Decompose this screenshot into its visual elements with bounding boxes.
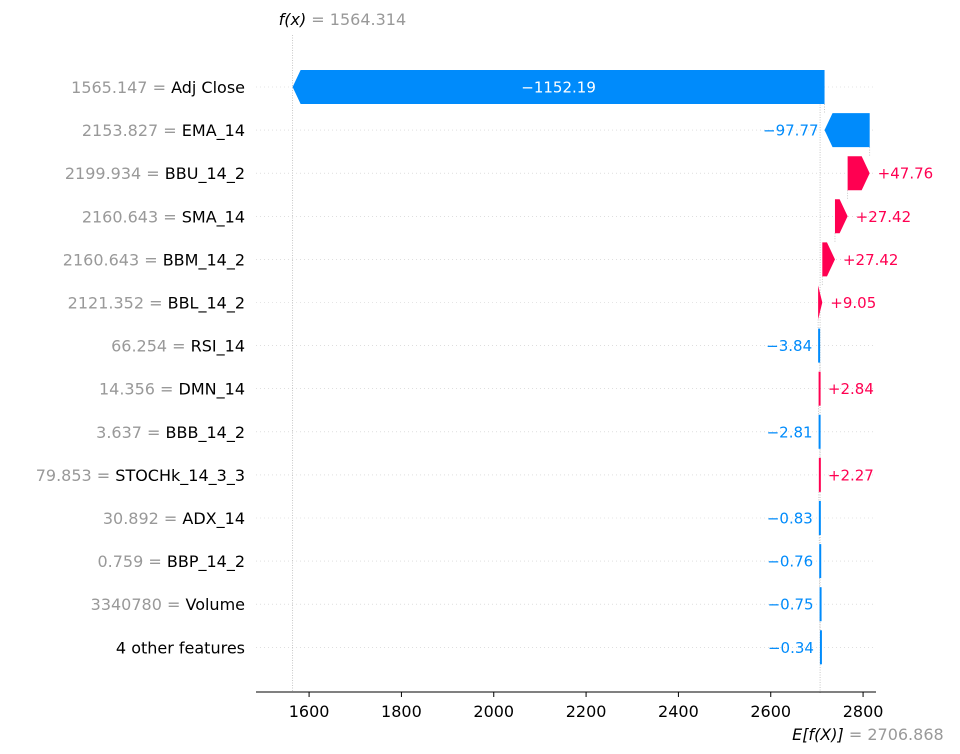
- bar-value-label: +2.27: [828, 466, 874, 484]
- bar-sma_14: [834, 199, 848, 234]
- feature-name: RSI_14: [191, 337, 245, 357]
- x-tick-label: 1600: [289, 702, 330, 721]
- bar-value-label: −0.83: [767, 510, 813, 528]
- feature-label: 79.853 = STOCHk_14_3_3: [36, 466, 245, 486]
- bar-value-label: −97.77: [763, 122, 819, 140]
- bar-adx_14: [818, 501, 821, 535]
- feature-name: STOCHk_14_3_3: [115, 466, 245, 486]
- feature-label: 2121.352 = BBL_14_2: [68, 294, 245, 314]
- feature-name: ADX_14: [182, 509, 245, 529]
- feature-value: 2121.352 =: [68, 294, 168, 313]
- bar-bbu_14_2: [847, 156, 870, 191]
- bar-rsi_14: [818, 328, 821, 363]
- x-tick-label: 2800: [843, 702, 884, 721]
- x-tick-label: 1800: [381, 702, 422, 721]
- feature-label: 3.637 = BBB_14_2: [96, 423, 245, 443]
- feature-name: Adj Close: [171, 78, 245, 97]
- bar-4-other-features: [819, 630, 822, 665]
- base-value-label: E[f(X)] = 2706.868: [792, 725, 944, 744]
- feature-name: BBP_14_2: [167, 552, 245, 572]
- bar-value-label: +27.42: [843, 251, 899, 269]
- feature-value: 2153.827 =: [82, 121, 182, 140]
- bar-bbp_14_2: [819, 544, 822, 579]
- bar-value-label: −0.34: [768, 639, 814, 657]
- x-tick-label: 2000: [473, 702, 514, 721]
- bar-volume: [819, 587, 822, 622]
- feature-value: 14.356 =: [99, 380, 179, 399]
- bar-value-label: −1152.19: [521, 79, 596, 97]
- feature-label: 2160.643 = SMA_14: [82, 207, 245, 227]
- feature-name: BBL_14_2: [168, 294, 245, 314]
- feature-name: Volume: [185, 595, 245, 614]
- feature-label: 4 other features: [116, 638, 245, 657]
- feature-label: 66.254 = RSI_14: [111, 337, 245, 357]
- feature-name: DMN_14: [179, 380, 245, 400]
- x-tick-label: 2400: [658, 702, 699, 721]
- bar-value-label: −0.76: [767, 553, 813, 571]
- x-tick-label: 2600: [750, 702, 791, 721]
- bar-value-label: −3.84: [766, 337, 812, 355]
- bar-bbb_14_2: [818, 414, 821, 449]
- bar-value-label: −0.75: [768, 596, 814, 614]
- feature-value: 79.853 =: [36, 466, 116, 485]
- bar-adj-close: [292, 70, 825, 104]
- feature-labels: 1565.147 = Adj Close 2153.827 = EMA_14 219…: [36, 78, 245, 657]
- bar-value-label: +27.42: [856, 208, 912, 226]
- feature-value: 2160.643 =: [63, 250, 163, 269]
- feature-name: BBU_14_2: [165, 164, 245, 184]
- feature-value: 3.637 =: [96, 423, 165, 442]
- feature-name: 4 other features: [116, 638, 245, 657]
- bars: −1152.19 −97.77 +47.76 +27.42 +27.42 +9.05 −3.…: [292, 70, 934, 665]
- fx-annotation: f(x) = 1564.314: [279, 10, 407, 29]
- feature-value: 2199.934 =: [65, 164, 165, 183]
- feature-label: 14.356 = DMN_14: [99, 380, 245, 400]
- base-value-symbol: E[f(X)]: [792, 725, 844, 744]
- fx-symbol: f(x): [279, 10, 307, 29]
- feature-value: 0.759 =: [97, 552, 166, 571]
- bar-stochk_14_3_3: [818, 457, 821, 492]
- bar-dmn_14: [818, 371, 821, 406]
- feature-name: SMA_14: [182, 207, 245, 227]
- feature-value: 30.892 =: [103, 509, 183, 528]
- fx-number: = 1564.314: [306, 10, 406, 29]
- feature-label: 1565.147 = Adj Close: [71, 78, 245, 97]
- bar-value-label: +2.84: [828, 380, 874, 398]
- feature-label: 30.892 = ADX_14: [103, 509, 245, 529]
- bar-bbl_14_2: [818, 285, 823, 320]
- bar-value-label: −2.81: [767, 423, 813, 441]
- feature-value: 1565.147 =: [71, 78, 171, 97]
- bar-value-label: +47.76: [878, 165, 934, 183]
- feature-value: 2160.643 =: [82, 207, 182, 226]
- bar-bbm_14_2: [822, 242, 835, 277]
- row-gridlines: [256, 86, 876, 648]
- feature-name: BBB_14_2: [166, 423, 245, 443]
- bar-ema_14: [824, 113, 870, 148]
- fx-label: f(x) = 1564.314: [279, 10, 407, 29]
- feature-value: 66.254 =: [111, 337, 191, 356]
- feature-label: 0.759 = BBP_14_2: [97, 552, 245, 572]
- bar-value-label: +9.05: [830, 294, 876, 312]
- feature-value: 3340780 =: [91, 595, 186, 614]
- base-value-number: = 2706.868: [844, 725, 944, 744]
- x-tick-label: 2200: [566, 702, 607, 721]
- feature-name: BBM_14_2: [163, 250, 245, 270]
- feature-label: 2153.827 = EMA_14: [82, 121, 245, 141]
- feature-label: 3340780 = Volume: [91, 595, 245, 614]
- feature-name: EMA_14: [182, 121, 245, 141]
- feature-label: 2160.643 = BBM_14_2: [63, 250, 245, 270]
- feature-label: 2199.934 = BBU_14_2: [65, 164, 245, 184]
- x-axis: 1600 1800 2000 2200 2400 2600 2800 E[f(X)] = 27…: [256, 691, 944, 744]
